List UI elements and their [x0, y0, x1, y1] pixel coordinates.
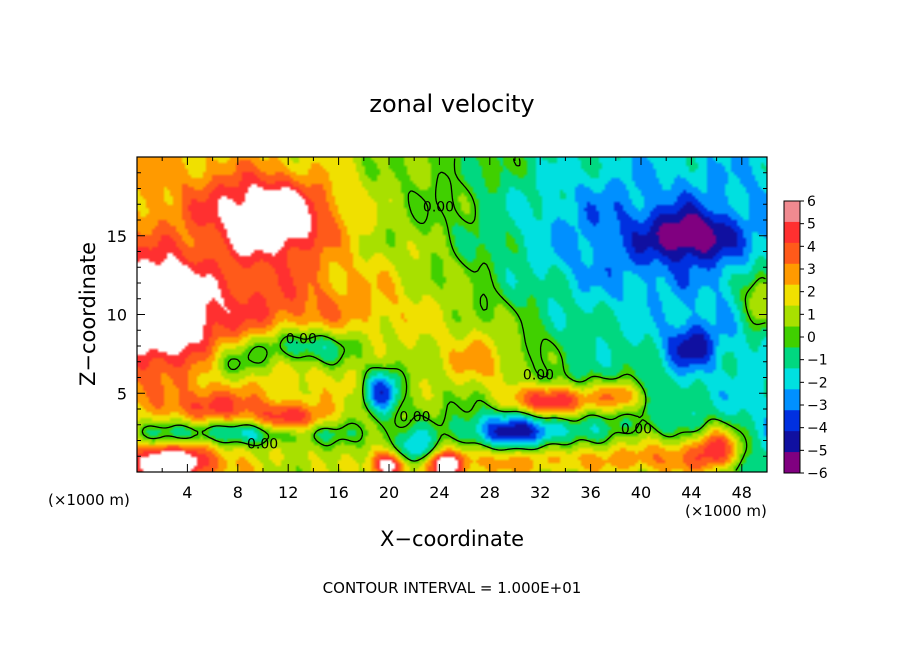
- x-unit-label: (×1000 m): [685, 502, 767, 520]
- x-axis-label: X−coordinate: [380, 527, 524, 551]
- zero-contour-line: [141, 158, 766, 471]
- y-tick-label: 5: [117, 384, 127, 403]
- x-tick-label: 36: [580, 483, 600, 502]
- colorbar-swatch: [784, 410, 800, 432]
- colorbar-tick-label: 5: [807, 217, 816, 233]
- x-tick-label: 20: [379, 483, 399, 502]
- colorbar-tick-label: 4: [807, 239, 816, 255]
- colorbar-tick-label: −5: [807, 443, 828, 459]
- x-tick-label: 32: [530, 483, 550, 502]
- y-ticks: 5 10 15: [107, 172, 767, 457]
- contour-label: 0.00: [523, 368, 554, 384]
- colorbar-tick-label: −3: [807, 398, 828, 414]
- x-tick-label: 28: [480, 483, 500, 502]
- colorbar-swatch: [784, 284, 800, 307]
- colorbar-tick-label: 2: [807, 285, 816, 301]
- colorbar-swatch: [784, 452, 800, 474]
- heatmap-image: [137, 157, 767, 472]
- contour-label: 0.00: [423, 200, 454, 216]
- colorbar-swatch: [784, 431, 800, 453]
- colorbar-swatch: [784, 201, 800, 223]
- contour-label: 0.00: [247, 437, 278, 453]
- colorbar-tick-label: −1: [807, 353, 828, 369]
- colorbar-swatch: [784, 347, 800, 369]
- colorbar-swatch: [784, 221, 800, 244]
- contour-label: 0.00: [399, 410, 430, 426]
- y-unit-label: (×1000 m): [48, 491, 130, 509]
- colorbar-swatch: [784, 242, 800, 265]
- x-tick-label: 48: [732, 483, 752, 502]
- colorbar-tick-label: 6: [807, 194, 816, 210]
- x-tick-label: 16: [328, 483, 348, 502]
- y-tick-label: 15: [107, 227, 127, 246]
- x-tick-label: 24: [429, 483, 449, 502]
- x-tick-label: 8: [233, 483, 243, 502]
- colorbar-swatch: [784, 326, 800, 348]
- colorbar-swatch: [784, 305, 800, 328]
- plot-area: 0.000.000.000.000.000.00 4 8 12 16 20 24 28 32 3…: [107, 156, 768, 502]
- y-tick-label: 10: [107, 306, 127, 325]
- x-tick-label: 40: [631, 483, 651, 502]
- colorbar-tick-label: −6: [807, 466, 828, 482]
- colorbar-tick-label: −4: [807, 421, 828, 437]
- chart-title: zonal velocity: [369, 90, 534, 118]
- x-tick-label: 44: [681, 483, 701, 502]
- zero-contours: 0.00 0.00 0.00 0.00 0.00 0.00: [141, 158, 766, 471]
- colorbar: 6 5 4 3 2 1 0 −1 −2 −3 −4 −5 −6: [783, 194, 828, 482]
- colorbar-swatch: [784, 263, 800, 286]
- x-ticks: 4 8 12 16 20 24 28 32 36 40 44 48: [161, 157, 752, 502]
- colorbar-tick-label: 3: [807, 262, 816, 278]
- contour-interval-footer: CONTOUR INTERVAL = 1.000E+01: [323, 579, 582, 597]
- contour-label: 0.00: [621, 422, 652, 438]
- x-tick-label: 4: [182, 483, 192, 502]
- contour-label: 0.00: [286, 332, 317, 348]
- x-tick-label: 12: [278, 483, 298, 502]
- colorbar-tick-label: 0: [807, 330, 816, 346]
- colorbar-tick-label: −2: [807, 375, 828, 391]
- colorbar-swatch: [784, 389, 800, 411]
- y-axis-label: Z−coordinate: [76, 242, 100, 386]
- colorbar-tick-label: 1: [807, 307, 816, 323]
- colorbar-swatch: [784, 368, 800, 390]
